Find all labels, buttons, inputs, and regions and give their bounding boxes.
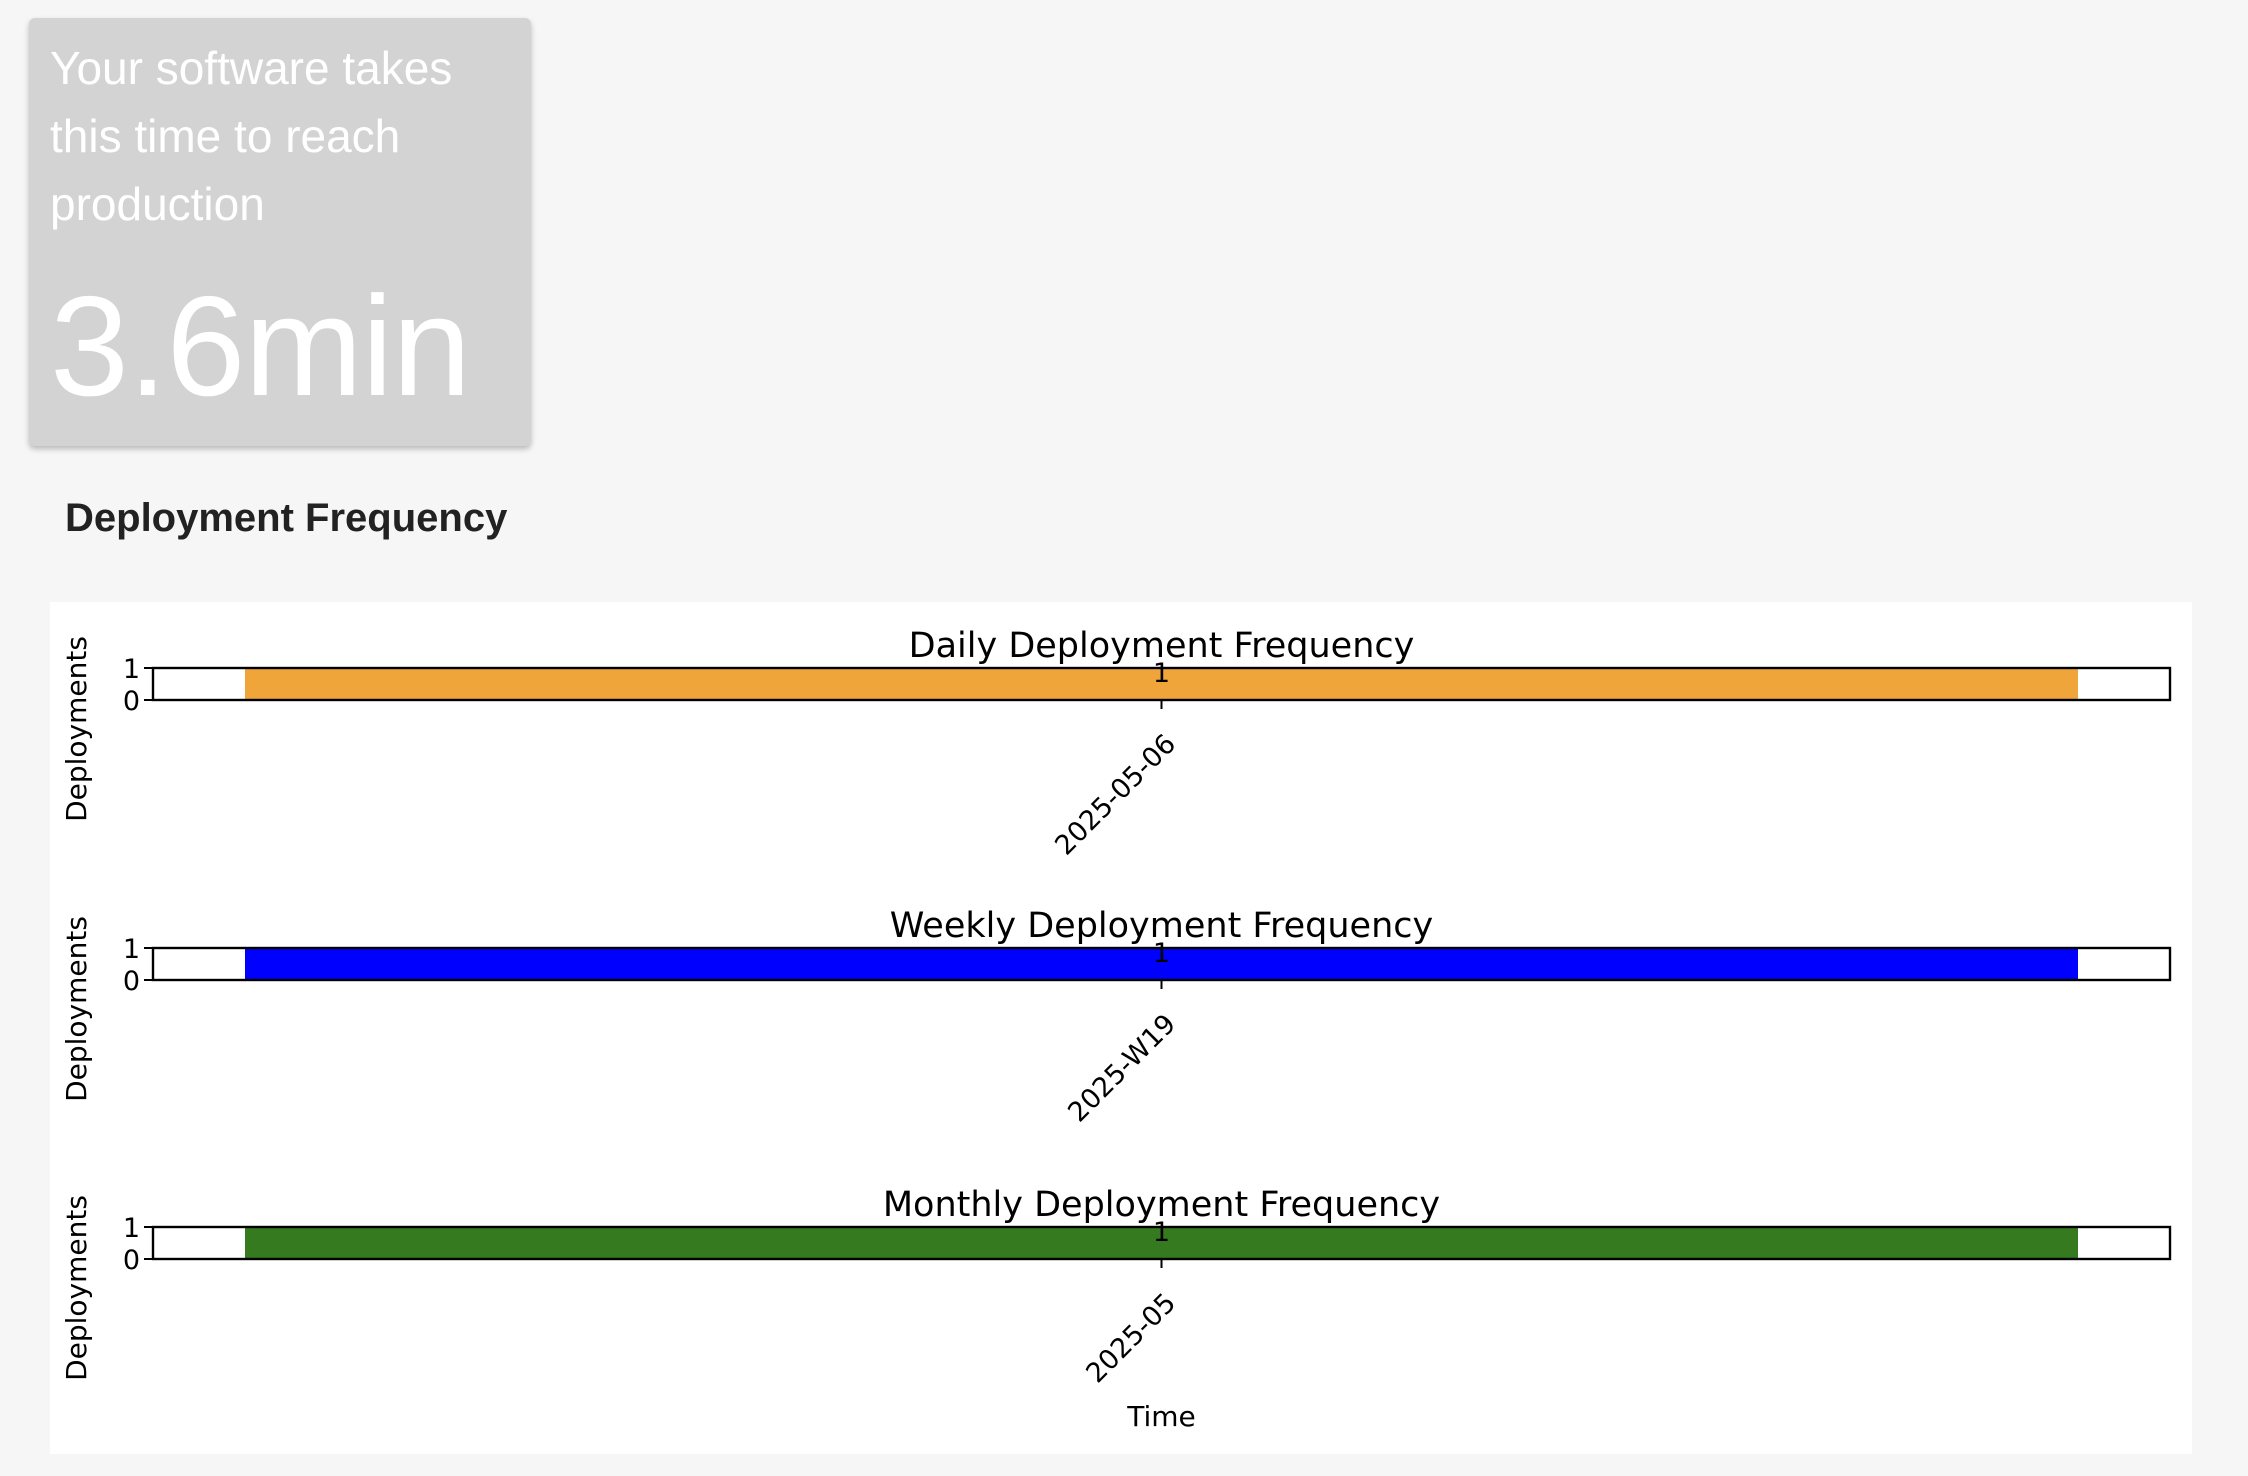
- lead-time-value: 3.6min: [50, 267, 471, 426]
- axes-frame: [151, 1225, 2172, 1261]
- data-label: 1: [1153, 1217, 1170, 1248]
- lead-time-card: Your software takes this time to reach p…: [29, 18, 531, 446]
- x-tick-label: 2025-05-06: [1049, 729, 1182, 862]
- axes-frame: [151, 946, 2172, 982]
- y-axis-label: Deployments: [60, 916, 93, 1102]
- y-axis-label: Deployments: [60, 636, 93, 822]
- data-label: 1: [1153, 658, 1170, 689]
- y-tick-label: 0: [123, 966, 140, 997]
- bar: [245, 1227, 2078, 1259]
- y-tick-label: 1: [123, 934, 140, 965]
- y-axis-label: Deployments: [60, 1195, 93, 1381]
- y-tick-label: 0: [123, 1245, 140, 1276]
- bar: [245, 948, 2078, 980]
- chart-title: Monthly Deployment Frequency: [883, 1185, 1440, 1225]
- axes-frame: [151, 666, 2172, 702]
- y-tick-label: 1: [123, 1213, 140, 1244]
- x-tick-label: 2025-05: [1080, 1288, 1182, 1390]
- x-axis-label: Time: [1126, 1400, 1196, 1433]
- y-tick-label: 1: [123, 654, 140, 685]
- y-tick-label: 0: [123, 686, 140, 717]
- lead-time-caption: Your software takes this time to reach p…: [50, 42, 453, 230]
- data-label: 1: [1153, 938, 1170, 969]
- section-title: Deployment Frequency: [65, 496, 508, 540]
- deployment-frequency-charts: 1 2025-05-06 0 1 Daily Deployment Frequency D…: [50, 602, 2192, 1454]
- x-tick-label: 2025-W19: [1062, 1009, 1182, 1129]
- bar: [245, 668, 2078, 700]
- chart-title: Daily Deployment Frequency: [909, 626, 1415, 666]
- chart-title: Weekly Deployment Frequency: [890, 906, 1433, 946]
